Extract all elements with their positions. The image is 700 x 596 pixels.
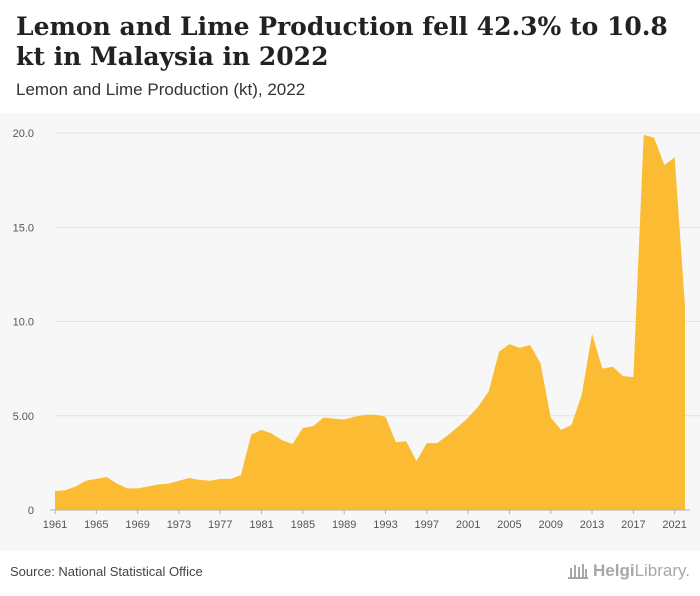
helgi-library-logo[interactable]: Helgi Library. [567, 561, 690, 581]
x-tick-label: 1985 [291, 519, 315, 531]
area-series [55, 134, 685, 510]
x-tick-label: 2013 [580, 519, 604, 531]
x-tick-label: 2021 [662, 519, 686, 531]
chart-title: Lemon and Lime Production fell 42.3% to … [16, 12, 668, 71]
y-tick-label: 5.00 [13, 411, 34, 423]
x-tick-label: 2005 [497, 519, 521, 531]
x-tick-labels: 1961 1965 1969 1973 1977 1981 1985 1989 1993 1997… [43, 519, 687, 531]
x-tick-label: 1973 [167, 519, 191, 531]
chart-subtitle: Lemon and Lime Production (kt), 2022 [16, 80, 306, 99]
logo-suffix-text: Library. [634, 561, 690, 580]
x-tick-label: 1989 [332, 519, 356, 531]
x-tick-label: 1997 [415, 519, 439, 531]
logo-brand-text: Helgi [593, 561, 635, 580]
x-tick-label: 2001 [456, 519, 480, 531]
x-tick-label: 1969 [125, 519, 149, 531]
x-tick-label: 1977 [208, 519, 232, 531]
library-building-icon [568, 564, 588, 579]
production-area [55, 134, 685, 510]
x-tick-label: 1965 [84, 519, 108, 531]
x-tick-label: 1993 [373, 519, 397, 531]
y-tick-label: 10.0 [13, 317, 34, 329]
axes [50, 509, 690, 514]
x-tick-label: 1981 [249, 519, 273, 531]
chart-header: Lemon and Lime Production fell 42.3% to … [0, 0, 700, 113]
x-tick-label: 2017 [621, 519, 645, 531]
chart-footer: Source: National Statistical Office Helg… [0, 551, 700, 596]
x-tick-label: 1961 [43, 519, 67, 531]
x-tick-label: 2009 [538, 519, 562, 531]
y-tick-labels: 0 5.00 10.0 15.0 20.0 [13, 128, 34, 517]
source-note: Source: National Statistical Office [10, 564, 203, 579]
y-tick-label: 0 [28, 505, 34, 517]
y-tick-label: 15.0 [13, 222, 34, 234]
y-tick-label: 20.0 [13, 128, 34, 140]
